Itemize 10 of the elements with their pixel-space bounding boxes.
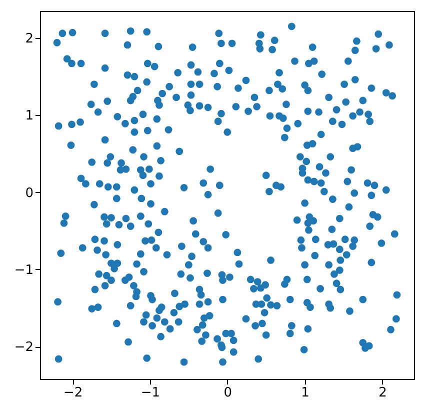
x-tick-label: −2: [63, 386, 83, 400]
x-tick-label: 2: [378, 386, 387, 400]
y-tick-label: −2: [14, 340, 34, 356]
y-tick-label: −1: [14, 262, 34, 278]
y-tick-label: 2: [25, 32, 34, 46]
x-tick-label: 1: [301, 386, 310, 400]
x-tick-label: −1: [140, 386, 160, 400]
y-tick-label: 0: [25, 186, 34, 201]
x-tick-label: 0: [224, 386, 232, 400]
y-tick-label: 1: [25, 108, 34, 124]
